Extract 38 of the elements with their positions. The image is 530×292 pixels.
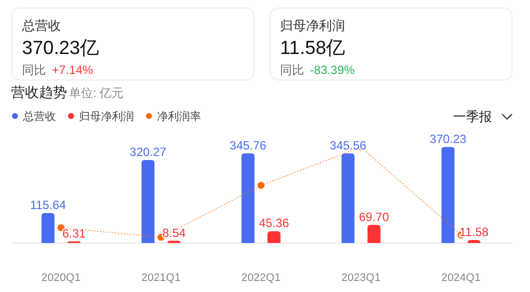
text: 11.58亿 [280, 38, 346, 59]
text: 同比 [22, 63, 46, 77]
data-label: 345.56 [330, 138, 367, 152]
text: 总营收 [21, 18, 61, 33]
x-tick-label: 2021Q1 [141, 272, 181, 284]
data-label: 320.27 [130, 144, 167, 159]
text: 370.23亿 [22, 38, 100, 59]
x-tick-label: 2022Q1 [241, 272, 281, 284]
bar [368, 224, 380, 243]
legend-label: 归母净利润 [79, 110, 134, 123]
legend-label: 总营收 [22, 110, 56, 123]
legend-label: 净利润率 [157, 110, 201, 123]
point [258, 182, 264, 189]
bar [142, 160, 154, 243]
data-label: 69.70 [358, 210, 390, 224]
text: 同比 [280, 63, 304, 77]
chart-subtitle: 单位: 亿元 [69, 86, 124, 100]
bar [442, 147, 454, 243]
text: 归母净利润 [280, 18, 345, 33]
text: 一季报 [453, 109, 492, 124]
data-label: 45.36 [258, 216, 290, 230]
data-label: 115.64 [30, 198, 66, 212]
x-tick-label: 2024Q1 [441, 272, 481, 284]
bar [242, 153, 254, 243]
data-label: 11.58 [459, 224, 489, 239]
data-label: 6.31 [62, 226, 86, 240]
bar [42, 213, 54, 243]
x-tick-label: 2020Q1 [41, 272, 81, 284]
text: +7.14% [52, 63, 94, 77]
data-label: 370.23 [430, 132, 467, 146]
point [58, 224, 64, 232]
x-tick-label: 2023Q1 [341, 272, 381, 284]
bar [268, 231, 280, 243]
bar [342, 153, 354, 243]
data-label: 345.76 [230, 138, 267, 152]
data-label: 8.54 [162, 226, 186, 240]
text: -83.39% [310, 63, 356, 77]
chart-title: 营收趋势 [11, 84, 67, 100]
